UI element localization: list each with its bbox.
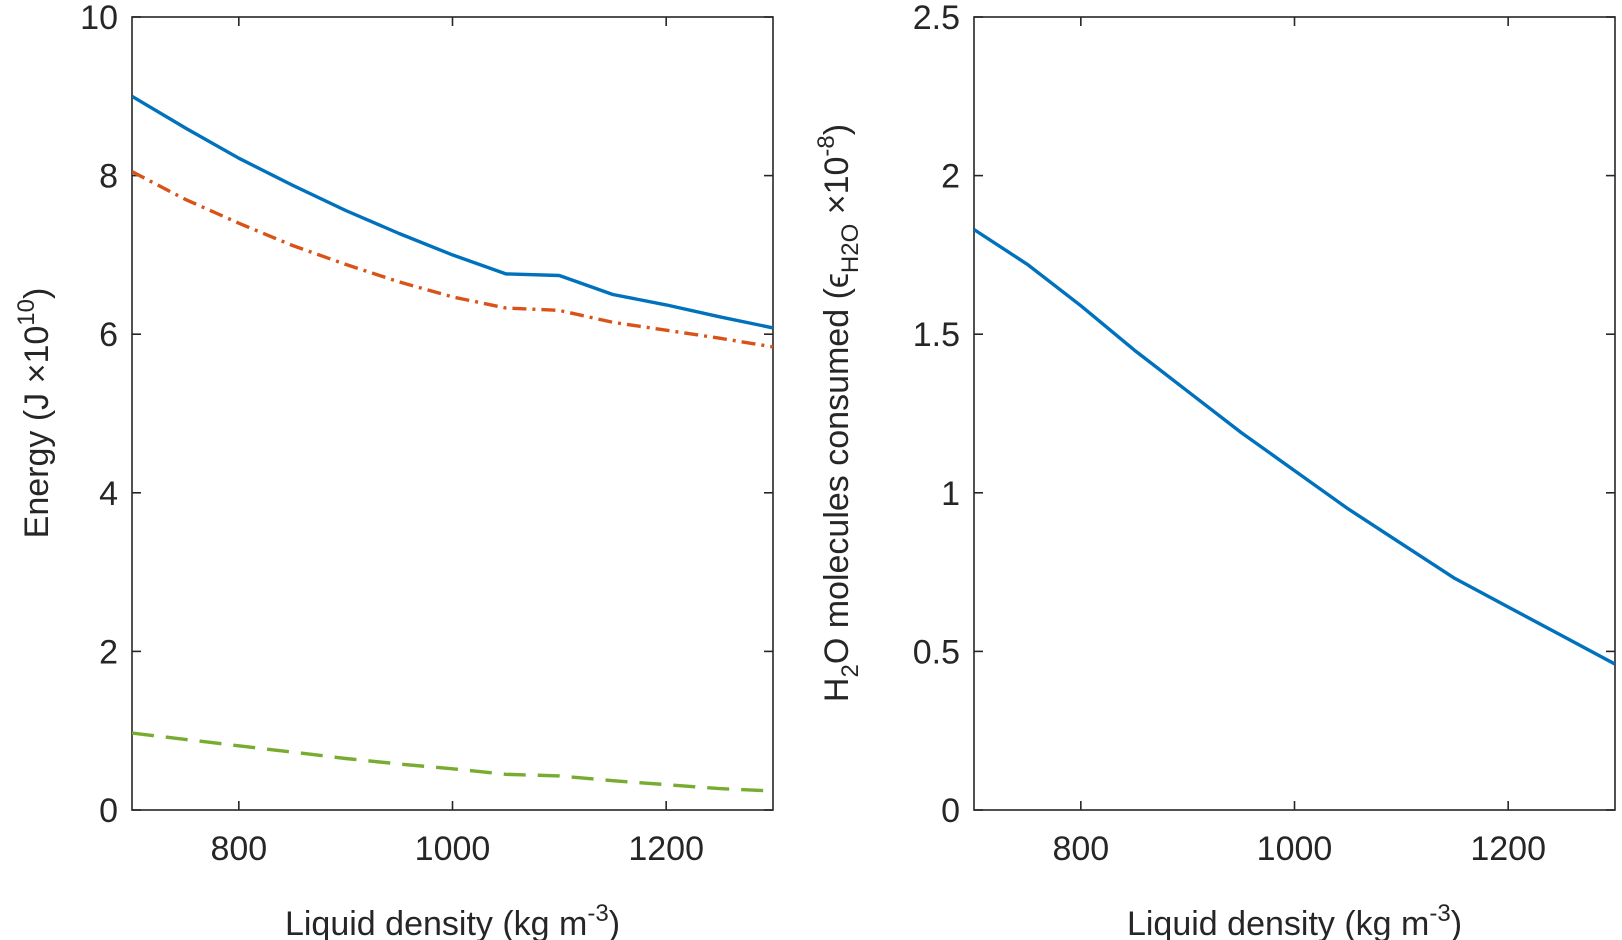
energy-xtick-label: 1000 bbox=[415, 830, 491, 868]
xlabel-tail: ) bbox=[609, 905, 620, 940]
ylabel-text: O molecules consumed ( bbox=[818, 287, 856, 664]
energy-xtick-label: 1200 bbox=[628, 830, 704, 868]
h2o-ytick-label: 1 bbox=[941, 475, 960, 513]
ylabel-superscript: -8 bbox=[813, 135, 840, 156]
h2o-series-solid-line bbox=[974, 228, 1615, 666]
energy-chart: 800 1000 1200 0 2 4 6 8 10 Liquid density (kg m-3… bbox=[13, 0, 774, 940]
xlabel-text: Liquid density (kg m bbox=[1127, 905, 1429, 940]
h2o-ytick-label: 0.5 bbox=[913, 633, 960, 671]
energy-ytick-label: 10 bbox=[80, 0, 118, 37]
energy-series-dashdot-line bbox=[132, 170, 773, 349]
h2o-xtick-label: 1200 bbox=[1470, 830, 1546, 868]
ylabel-tail: ) bbox=[18, 288, 56, 299]
ylabel-h: H bbox=[818, 678, 856, 703]
ylabel-epsilon: ϵ bbox=[818, 273, 856, 288]
h2o-ytick-label: 1.5 bbox=[913, 316, 960, 354]
energy-ytick-label: 2 bbox=[99, 633, 118, 671]
ylabel-subscript: 2 bbox=[837, 664, 864, 677]
h2o-ytick-label: 0 bbox=[941, 792, 960, 830]
energy-ylabel: Energy (J ×1010) bbox=[13, 288, 56, 539]
energy-xtick-label: 800 bbox=[210, 830, 267, 868]
ylabel-text: Energy (J ×10 bbox=[18, 326, 56, 539]
xlabel-superscript: -3 bbox=[1429, 900, 1450, 927]
h2o-axes-box bbox=[973, 16, 1616, 811]
h2o-xtick-label: 800 bbox=[1052, 830, 1109, 868]
ylabel-superscript: 10 bbox=[13, 299, 40, 326]
ylabel-epsilon-subscript: H2O bbox=[837, 224, 864, 273]
ylabel-tail: ) bbox=[818, 124, 856, 135]
h2o-xlabel: Liquid density (kg m-3) bbox=[1127, 900, 1462, 940]
energy-ytick-label: 4 bbox=[99, 475, 118, 513]
energy-axes-box bbox=[131, 16, 774, 811]
ylabel-multiplier: ×10 bbox=[818, 157, 856, 224]
xlabel-tail: ) bbox=[1451, 905, 1462, 940]
energy-ytick-label: 6 bbox=[99, 316, 118, 354]
h2o-ylabel: H2O molecules consumed (ϵH2O ×10-8) bbox=[813, 124, 864, 702]
energy-ytick-label: 0 bbox=[99, 792, 118, 830]
energy-series-dashed-line bbox=[132, 731, 773, 793]
h2o-xtick-label: 1000 bbox=[1257, 830, 1333, 868]
energy-ytick-label: 8 bbox=[99, 158, 118, 196]
energy-series-solid-line bbox=[132, 94, 773, 330]
h2o-ytick-label: 2 bbox=[941, 158, 960, 196]
h2o-molecules-chart: 800 1000 1200 0 0.5 1 1.5 2 2.5 Liquid density (k… bbox=[813, 0, 1616, 940]
xlabel-text: Liquid density (kg m bbox=[285, 905, 587, 940]
h2o-ytick-label: 2.5 bbox=[913, 0, 960, 37]
energy-xlabel: Liquid density (kg m-3) bbox=[285, 900, 620, 940]
xlabel-superscript: -3 bbox=[587, 900, 608, 927]
